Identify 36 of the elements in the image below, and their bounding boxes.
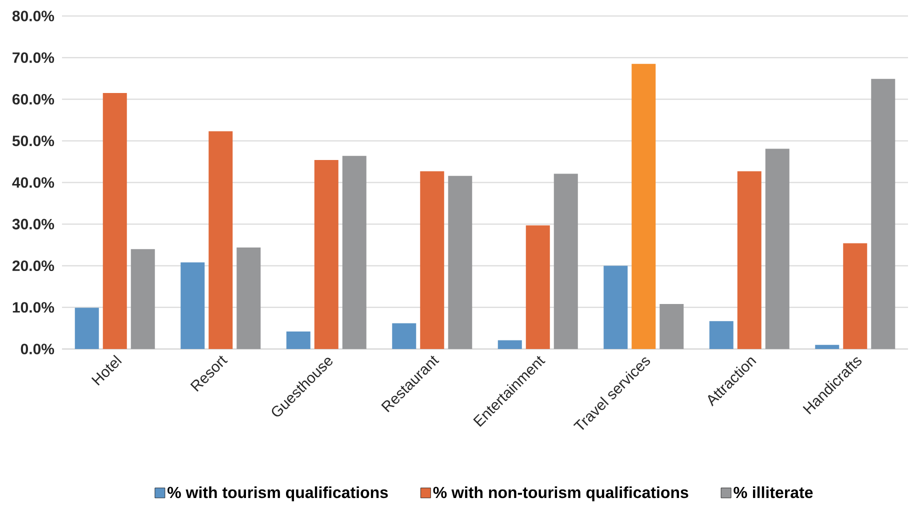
bar — [709, 321, 734, 349]
y-tick-label: 70.0% — [12, 52, 54, 63]
bar — [342, 156, 366, 349]
bar — [208, 131, 233, 349]
bar — [871, 78, 896, 349]
y-tick-label: 30.0% — [12, 218, 54, 230]
bar — [74, 308, 99, 349]
y-tick-label: 20.0% — [12, 260, 54, 272]
bar — [314, 160, 338, 349]
bar — [498, 340, 522, 349]
bar — [392, 323, 416, 349]
bar — [286, 332, 310, 349]
bar — [737, 171, 762, 349]
bar — [448, 176, 472, 349]
legend-label: % illiterate — [734, 486, 813, 498]
bar — [815, 344, 840, 349]
y-tick-label: 50.0% — [12, 136, 54, 146]
bar — [130, 249, 155, 349]
bar — [102, 93, 127, 349]
bar — [843, 243, 868, 349]
bar — [420, 171, 444, 349]
y-tick-label: 40.0% — [12, 177, 54, 188]
bar — [765, 148, 790, 349]
bar — [604, 266, 628, 349]
bar — [236, 247, 261, 349]
bar — [526, 225, 550, 349]
bar — [632, 64, 656, 349]
bar — [180, 262, 205, 349]
y-tick-label: 80.0% — [12, 10, 54, 22]
legend-label: % with tourism qualifications — [168, 486, 388, 502]
bar — [554, 174, 578, 349]
y-tick-label: 0.0% — [20, 344, 54, 354]
y-tick-label: 60.0% — [12, 94, 54, 105]
bar — [660, 304, 684, 349]
legend-label: % with non-tourism qualifications — [433, 486, 688, 502]
y-tick-label: 10.0% — [12, 302, 54, 313]
